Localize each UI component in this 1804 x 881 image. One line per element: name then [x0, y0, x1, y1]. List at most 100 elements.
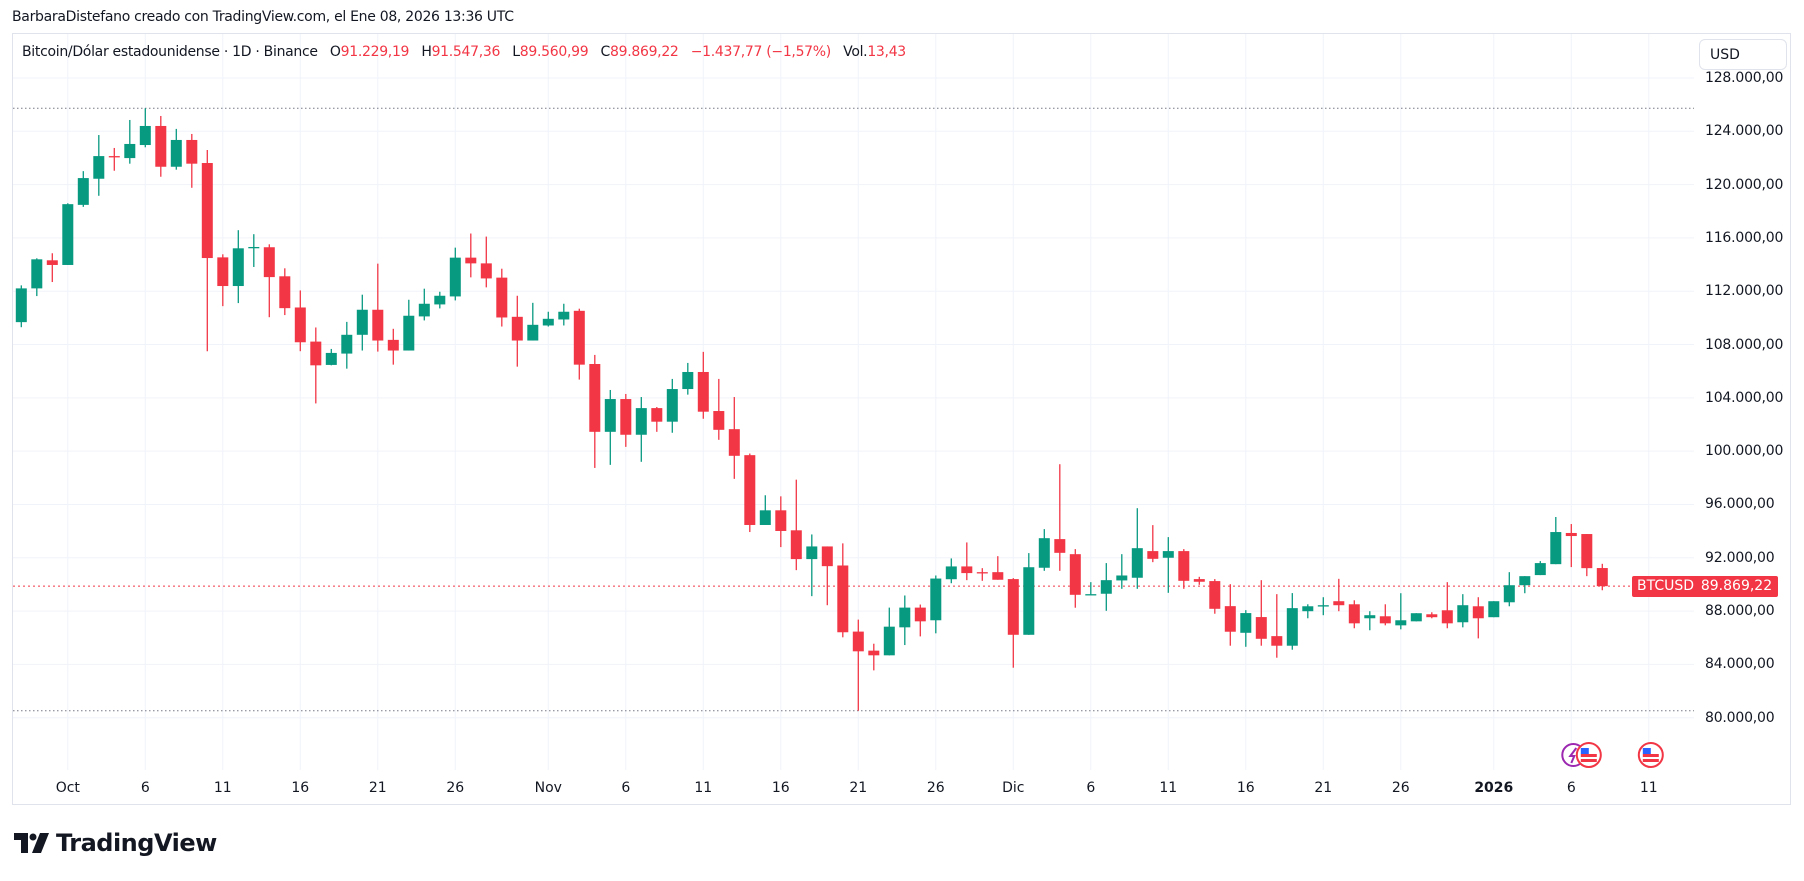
time-tick-label: Nov [534, 780, 562, 796]
candle-down [697, 351, 709, 419]
candle-up [15, 285, 27, 328]
candle-body [1240, 613, 1252, 633]
candle-body [124, 143, 136, 159]
candle-body [1472, 606, 1484, 619]
candle-down [651, 407, 663, 432]
candle-body [77, 178, 89, 205]
candle-body [108, 156, 120, 158]
candle-up [1503, 572, 1515, 607]
candle-body [806, 546, 818, 560]
candle-down [728, 397, 740, 479]
candle-body [434, 295, 446, 305]
chart-frame [12, 33, 1791, 805]
candle-body [1596, 568, 1608, 587]
us-flag-event-icon [1637, 742, 1664, 768]
time-tick-label: 11 [1159, 780, 1178, 796]
candle-down [868, 643, 880, 671]
candle-body [1302, 606, 1314, 612]
candle-down [992, 556, 1004, 580]
candle-body [248, 246, 260, 249]
candle-down [201, 149, 213, 352]
time-tick-label: Oct [55, 780, 80, 796]
price-tick-label: 124.000,00 [1705, 123, 1784, 140]
candle-body [1317, 605, 1329, 607]
candle-body [46, 260, 58, 265]
tradingview-logo[interactable]: TradingView [14, 829, 217, 857]
time-tick-label: 11 [213, 780, 232, 796]
candle-down [1271, 594, 1283, 658]
candle-down [511, 295, 523, 367]
candle-up [1457, 594, 1469, 628]
candle-down [1348, 600, 1360, 629]
candle-up [77, 171, 89, 207]
candle-body [1193, 579, 1205, 582]
candle-body [279, 276, 291, 309]
symbol-description[interactable]: Bitcoin/Dólar estadounidense · 1D · Bina… [22, 44, 318, 60]
candle-up [1286, 593, 1298, 650]
candle-body [1209, 581, 1221, 609]
price-tick-label: 112.000,00 [1705, 283, 1784, 300]
candle-body [1131, 548, 1143, 578]
price-tick-label: 128.000,00 [1705, 69, 1784, 86]
candle-down [108, 147, 120, 171]
candle-body [294, 307, 306, 343]
candle-body [1364, 615, 1376, 619]
volume-label: Vol. [843, 44, 868, 60]
time-tick-label: 21 [1314, 780, 1333, 796]
candle-body [620, 399, 632, 435]
candle-body [558, 311, 570, 320]
candle-body [356, 309, 368, 335]
candle-up [418, 288, 430, 321]
candle-down [713, 378, 725, 440]
currency-button[interactable]: USD [1699, 39, 1787, 70]
candle-body [945, 566, 957, 580]
price-tick-label: 92.000,00 [1705, 549, 1775, 566]
candle-up [434, 291, 446, 309]
event-icons [1561, 742, 1664, 768]
candle-body [883, 626, 895, 656]
time-tick-label: 6 [621, 780, 631, 796]
candle-up [341, 321, 353, 369]
low-label: L [512, 44, 520, 60]
high-value: 91.547,36 [431, 44, 501, 60]
candle-body [759, 510, 771, 525]
candle-down [837, 543, 849, 638]
candle-body [465, 257, 477, 264]
candle-body [372, 309, 384, 341]
time-tick-label: 26 [1391, 780, 1410, 796]
candle-up [1116, 554, 1128, 589]
change-value: −1.437,77 (−1,57%) [690, 44, 832, 60]
ohlc-legend: Bitcoin/Dólar estadounidense · 1D · Bina… [22, 44, 906, 60]
candle-body [1457, 605, 1469, 623]
candle-body [341, 334, 353, 354]
candle-up [1023, 553, 1035, 635]
candle-body [1069, 554, 1081, 595]
candle-up [325, 348, 337, 366]
candle-up [1534, 561, 1546, 576]
price-tick-label: 100.000,00 [1705, 443, 1784, 460]
time-tick-label: 2026 [1474, 780, 1514, 796]
candle-body [1116, 575, 1128, 581]
candle-body [589, 363, 601, 432]
candle-up [1488, 601, 1500, 618]
candle-down [263, 244, 275, 318]
candle-body [15, 288, 27, 323]
time-tick-label: 6 [1086, 780, 1096, 796]
candle-down [155, 115, 167, 177]
candle-down [1069, 549, 1081, 608]
candle-down [496, 268, 508, 327]
candle-up [1100, 563, 1112, 611]
candle-body [403, 315, 415, 351]
time-tick-label: 16 [291, 780, 310, 796]
candle-up [1317, 597, 1329, 616]
candle-down [589, 354, 601, 468]
candle-body [480, 263, 492, 279]
candle-body [1581, 534, 1593, 569]
candle-up [945, 558, 957, 584]
candle-body [604, 399, 616, 432]
candle-body [1441, 610, 1453, 624]
candle-body [1100, 580, 1112, 594]
candle-up [1131, 508, 1143, 589]
candle-body [1348, 604, 1360, 624]
